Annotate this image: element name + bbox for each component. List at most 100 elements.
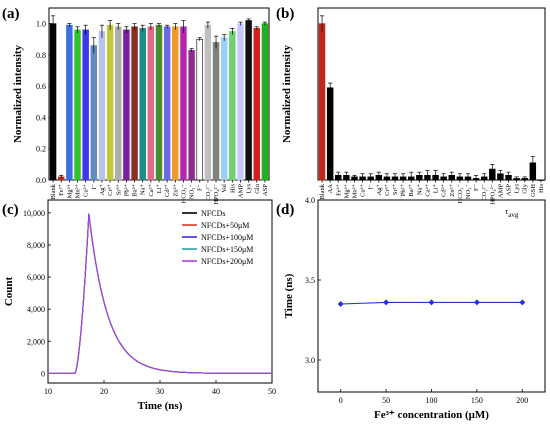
category-label: Li⁺ [156,183,163,193]
category-label: Ba²⁺ [408,183,415,196]
category-label: Val [221,184,228,193]
x-axis-label: Time (ns) [138,400,183,412]
legend-label: NFCDs+50μM [201,221,249,230]
bar [261,23,269,181]
category-label: Mg²⁺ [343,183,350,198]
x-tick-label: 150 [471,396,483,405]
panel-d-label: (d) [276,202,294,218]
category-label: Sr²⁺ [115,183,122,195]
bar [139,28,146,181]
category-label: CO₃²⁻ [205,183,212,200]
data-point [473,299,480,306]
y-axis-label: Time (ns) [283,273,295,318]
y-tick-label: 3.0 [305,356,315,365]
category-label: Lys [514,184,521,194]
plot-frame [317,7,546,181]
panel-b-label: (b) [276,6,294,22]
bar [123,29,130,181]
bar [155,24,163,181]
category-label: Ba²⁺ [132,183,139,196]
category-label: His [538,184,545,194]
bar [74,29,81,181]
category-label: AMP [497,184,504,198]
category-label: HPO₄²⁻ [213,183,220,204]
category-label: Cu²⁺ [83,183,90,197]
data-point [519,299,526,306]
category-label: HCO₃⁻ [457,183,464,203]
bar [318,23,326,181]
bar [106,24,114,181]
category-label: Lys [246,184,253,194]
category-label: HPO₄²⁻ [489,183,496,204]
category-label: ASP [506,184,513,196]
bar [204,24,212,181]
category-label: Gly [522,183,529,194]
y-tick-label: 3.5 [305,276,315,285]
category-label: NO₃⁻ [189,183,196,199]
category-label: Pb²⁺ [123,183,130,196]
legend-label: NFCDs+150μM [201,245,253,254]
y-tick-label: 1.0 [36,20,46,29]
series-line [48,214,272,374]
bar [326,87,334,181]
category-label: Glu [254,183,261,194]
x-tick-label: 30 [156,387,164,396]
y-tick-label: 4,000 [27,305,45,314]
y-axis-label: Normalized intensity [12,44,24,143]
x-axis-label: Fe³⁺ concentration (μM) [374,409,489,421]
bar [196,38,203,181]
category-label: NO₃⁻ [465,183,472,199]
category-label: Li⁺ [433,183,440,193]
category-label: Cr³⁺ [384,183,391,195]
bar [163,26,171,181]
y-tick-label: 8,000 [27,241,45,250]
category-label: Zn²⁺ [449,183,456,196]
category-label: Ag⁺ [99,183,106,195]
y-tick-label: 6,000 [27,273,45,282]
category-label: AA [327,184,334,194]
category-label: Cu²⁺ [360,183,367,197]
legend-label: NFCDs+200μM [201,257,253,266]
x-tick-label: 40 [212,387,220,396]
category-label: AMP [237,184,244,198]
y-tick-label: 2,000 [27,337,45,346]
category-label: Na⁺ [140,183,147,195]
bar [245,20,252,181]
legend-label: NFCDs [201,209,225,218]
category-label: Fe³⁺ [335,183,342,195]
x-tick-label: 0 [339,396,343,405]
category-label: Cd²⁺ [441,183,448,197]
panel-a-label: (a) [2,6,20,22]
category-label: Blank [50,183,57,199]
category-label: I⁻ [368,183,375,189]
bar [180,26,187,181]
y-tick-label: 0.8 [36,51,46,60]
bar [115,26,122,181]
category-label: Mn²⁺ [75,183,82,198]
category-label: Ag⁺ [376,183,383,195]
bar [131,26,138,181]
category-label: Zn²⁺ [172,183,179,196]
x-tick-label: 50 [382,396,390,405]
bar [212,42,220,181]
y-tick-label: 0.4 [36,113,46,122]
y-tick-label: 10,000 [23,209,45,218]
category-label: F⁻ [197,183,204,191]
x-tick-label: 100 [426,396,438,405]
bar [229,31,236,181]
category-label: Cr³⁺ [107,183,114,195]
bar [49,23,57,181]
category-label: Ca²⁺ [148,183,155,196]
category-label: Sr²⁺ [392,183,399,195]
data-point [383,299,390,306]
panel-b-chart: Blank AA Fe³⁺ Mg²⁺ Mn²⁺ Cu²⁺ I⁻ Ag⁺ Cr³⁺ Sr²⁺ Pb²⁺… [281,7,546,205]
bar [82,29,89,181]
bar [66,24,73,181]
category-label: HCO₃⁻ [180,183,187,203]
y-tick-label: 0.6 [36,82,46,91]
category-label: GSH [530,184,537,197]
category-label: Ca²⁺ [424,183,431,196]
data-point [337,301,344,307]
bar [253,28,261,181]
